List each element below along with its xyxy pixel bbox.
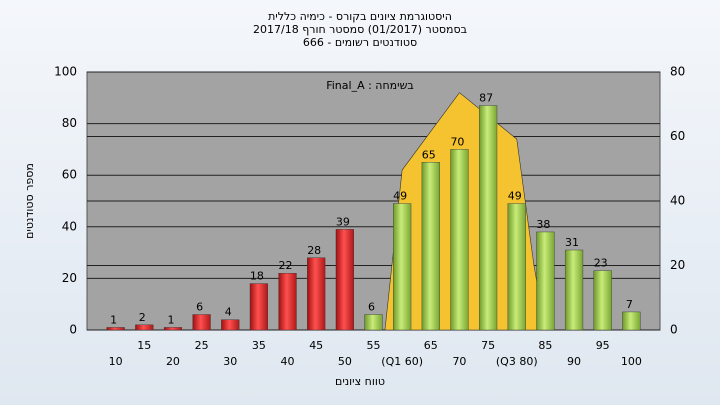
- value-label: 65: [422, 148, 436, 161]
- x-tick-label: 65: [424, 339, 438, 352]
- x-tick-label: 75: [481, 339, 495, 352]
- y2-tick-label: 40: [670, 194, 685, 208]
- value-label: 6: [368, 301, 375, 314]
- value-label: 23: [594, 257, 608, 270]
- x-tick-label: 45: [309, 339, 323, 352]
- x-tick-label: (Q3 80): [496, 355, 538, 368]
- y2-tick-label: 0: [670, 323, 678, 337]
- bar: [393, 203, 412, 331]
- x-tick-label: 20: [166, 355, 180, 368]
- value-label: 2: [139, 311, 146, 324]
- value-label: 49: [393, 190, 407, 203]
- value-label: 31: [565, 236, 579, 249]
- x-tick-label: (Q1 60): [381, 355, 423, 368]
- bar: [249, 283, 268, 331]
- bar: [364, 314, 383, 331]
- value-label: 49: [508, 190, 522, 203]
- value-label: 1: [110, 313, 117, 326]
- value-label: 22: [279, 259, 293, 272]
- x-tick-label: 90: [567, 355, 581, 368]
- x-tick-label: 40: [281, 355, 295, 368]
- bar: [450, 149, 469, 331]
- x-tick-label: 35: [252, 339, 266, 352]
- bar: [564, 249, 584, 331]
- x-tick-label: 85: [538, 339, 552, 352]
- x-tick-label: 100: [621, 355, 642, 368]
- value-label: 4: [225, 306, 232, 319]
- y2-tick-label: 60: [670, 129, 685, 143]
- value-label: 1: [167, 313, 174, 326]
- title-line: בסמסטר (01/2017) סמסטר חורף 2017/18: [253, 23, 467, 36]
- x-tick-label: 70: [452, 355, 466, 368]
- x-tick-label: 95: [596, 339, 610, 352]
- value-label: 18: [250, 270, 264, 283]
- title-line: היסטוגרמת ציונים בקורס - כימיה כללית: [268, 10, 452, 23]
- bar: [163, 327, 183, 331]
- y-tick-label: 0: [69, 323, 77, 337]
- x-tick-label: 25: [195, 339, 209, 352]
- x-tick-label: 30: [223, 355, 237, 368]
- bar: [536, 231, 555, 331]
- x-tick-label: 10: [109, 355, 123, 368]
- y-axis-label: מספר סטודנטים: [23, 163, 36, 239]
- bar: [221, 319, 240, 331]
- value-label: 7: [626, 298, 633, 311]
- value-label: 39: [336, 215, 350, 228]
- y2-tick-label: 80: [670, 65, 685, 79]
- value-label: 38: [536, 218, 550, 231]
- y-tick-label: 40: [62, 219, 77, 233]
- bar: [593, 270, 612, 331]
- x-tick-label: 50: [338, 355, 352, 368]
- value-label: 28: [307, 244, 321, 257]
- y-tick-label: 20: [62, 271, 77, 285]
- y-tick-label: 60: [62, 168, 77, 182]
- x-axis-label: טווח ציונים: [335, 375, 385, 388]
- bar: [307, 257, 326, 331]
- y-tick-label: 100: [54, 65, 77, 79]
- x-tick-label: 55: [367, 339, 381, 352]
- bar: [335, 229, 354, 331]
- value-label: 70: [450, 135, 464, 148]
- bar: [135, 324, 154, 331]
- bar: [192, 314, 211, 331]
- bar: [622, 311, 641, 331]
- bar: [421, 162, 440, 331]
- annotation: Final_A : בשימחה: [326, 79, 414, 92]
- y2-tick-label: 20: [670, 258, 685, 272]
- bar: [479, 105, 498, 331]
- x-tick-label: 15: [137, 339, 151, 352]
- bar: [106, 327, 125, 331]
- value-label: 87: [479, 92, 493, 105]
- y-tick-label: 80: [62, 116, 77, 130]
- value-label: 6: [196, 301, 203, 314]
- title-line: סטודנטים רשומים - 666: [303, 36, 417, 49]
- bar: [278, 273, 297, 331]
- bar: [507, 203, 526, 331]
